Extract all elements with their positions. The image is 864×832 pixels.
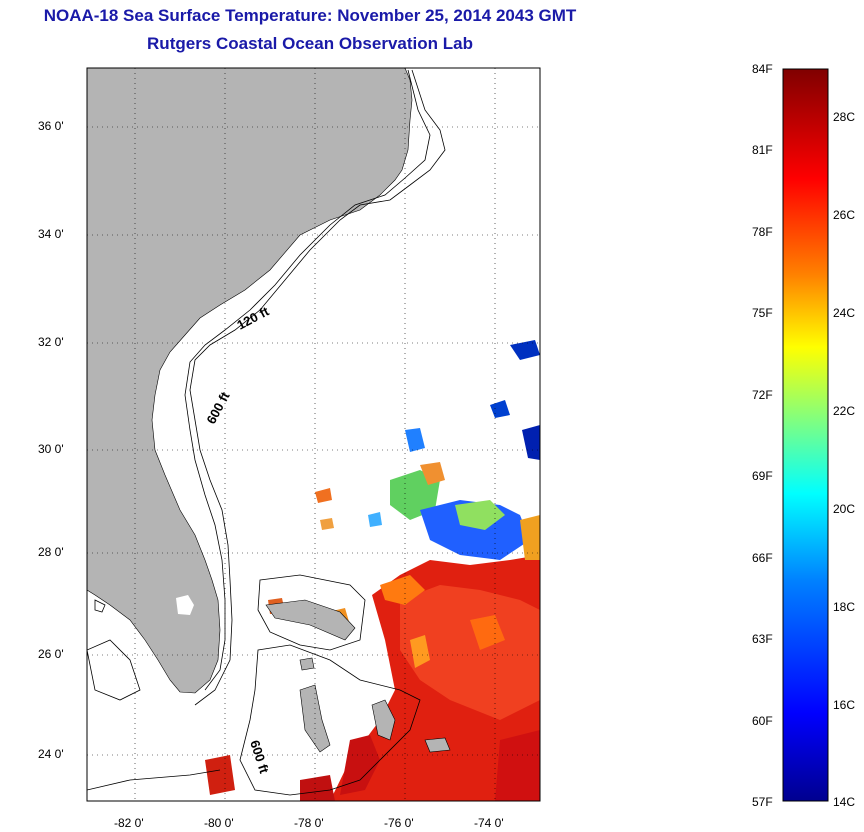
colorbar-label-f: 81F	[752, 143, 773, 157]
sst-data-patches	[205, 340, 540, 801]
lat-label: 36 0'	[38, 119, 64, 133]
lat-label: 28 0'	[38, 545, 64, 559]
bathymetry-contours	[87, 69, 446, 796]
lon-label: -78 0'	[294, 816, 324, 830]
colorbar-label-f: 60F	[752, 714, 773, 728]
lon-label: -80 0'	[204, 816, 234, 830]
lon-label: -74 0'	[474, 816, 504, 830]
colorbar-label-c: 24C	[833, 306, 856, 320]
lat-label: 30 0'	[38, 442, 64, 456]
colorbar-label-c: 22C	[833, 404, 856, 418]
colorbar-label-c: 26C	[833, 208, 856, 222]
lat-label: 24 0'	[38, 747, 64, 761]
colorbar-label-f: 69F	[752, 469, 773, 483]
colorbar-label-f: 72F	[752, 388, 773, 402]
colorbar-label-c: 14C	[833, 795, 856, 809]
land-mass	[87, 68, 413, 694]
colorbar-label-f: 63F	[752, 632, 773, 646]
colorbar-label-c: 18C	[833, 600, 856, 614]
colorbar-label-f: 84F	[752, 62, 773, 76]
map-subtitle: Rutgers Coastal Ocean Observation Lab	[147, 34, 473, 53]
map-frame	[86, 67, 541, 802]
lat-label: 32 0'	[38, 335, 64, 349]
colorbar-label-f: 66F	[752, 551, 773, 565]
colorbar	[782, 68, 829, 802]
colorbar-label-f: 75F	[752, 306, 773, 320]
colorbar-label-c: 20C	[833, 502, 856, 516]
lake	[176, 595, 194, 615]
colorbar-label-f: 57F	[752, 795, 773, 809]
colorbar-label-c: 16C	[833, 698, 856, 712]
colorbar-label-f: 78F	[752, 225, 773, 239]
bahamas-islands	[265, 599, 451, 753]
lon-label: -76 0'	[384, 816, 414, 830]
lon-label: -82 0'	[114, 816, 144, 830]
lat-label: 34 0'	[38, 227, 64, 241]
lat-label: 26 0'	[38, 647, 64, 661]
colorbar-label-c: 28C	[833, 110, 856, 124]
map-grid	[87, 68, 540, 801]
map-title: NOAA-18 Sea Surface Temperature: Novembe…	[43, 6, 577, 25]
